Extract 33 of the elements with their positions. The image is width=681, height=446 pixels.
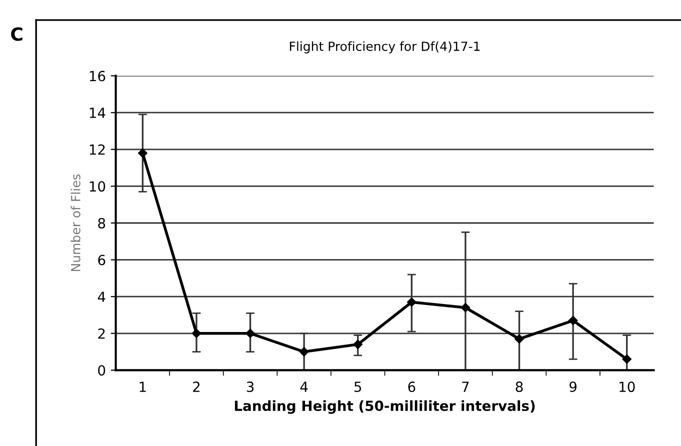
x-tick-label: 4 [300, 382, 308, 392]
x-axis-title: Landing Height (50-milliliter intervals) [234, 400, 535, 414]
y-axis-title: Number of Flies [70, 174, 80, 272]
chart-title: Flight Proficiency for Df(4)17-1 [290, 41, 480, 54]
x-tick-label: 1 [140, 382, 146, 392]
x-tick-label: 8 [516, 382, 523, 392]
y-tick-label: 0 [98, 365, 106, 376]
x-tick-label: 6 [408, 382, 416, 392]
y-tick-label: 6 [98, 254, 106, 266]
y-tick-label: 14 [90, 108, 106, 118]
y-tick-label: 16 [90, 70, 106, 82]
point [192, 328, 202, 338]
point [299, 347, 309, 356]
text: C [11, 27, 22, 41]
point [568, 316, 578, 326]
x-tick-label: 3 [246, 382, 254, 392]
y-tick-label: 10 [90, 181, 106, 192]
point [138, 148, 148, 158]
point [353, 340, 362, 350]
point [407, 297, 416, 307]
x-tick-label: 9 [570, 382, 577, 392]
point [246, 328, 255, 338]
point [460, 303, 470, 312]
y-tick-label: 8 [98, 218, 106, 228]
x-tick-label: 2 [193, 382, 200, 392]
point [514, 334, 524, 344]
y-tick-label: 4 [98, 292, 106, 302]
x-tick-label: 7 [462, 382, 469, 392]
x-tick-label: 10 [620, 382, 635, 392]
y-tick-label: 12 [90, 144, 105, 155]
y-tick-label: 2 [98, 328, 105, 339]
point [622, 354, 632, 364]
x-tick-label: 5 [354, 382, 362, 392]
